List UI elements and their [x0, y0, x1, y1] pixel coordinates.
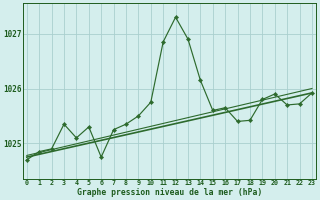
X-axis label: Graphe pression niveau de la mer (hPa): Graphe pression niveau de la mer (hPa) [77, 188, 262, 197]
